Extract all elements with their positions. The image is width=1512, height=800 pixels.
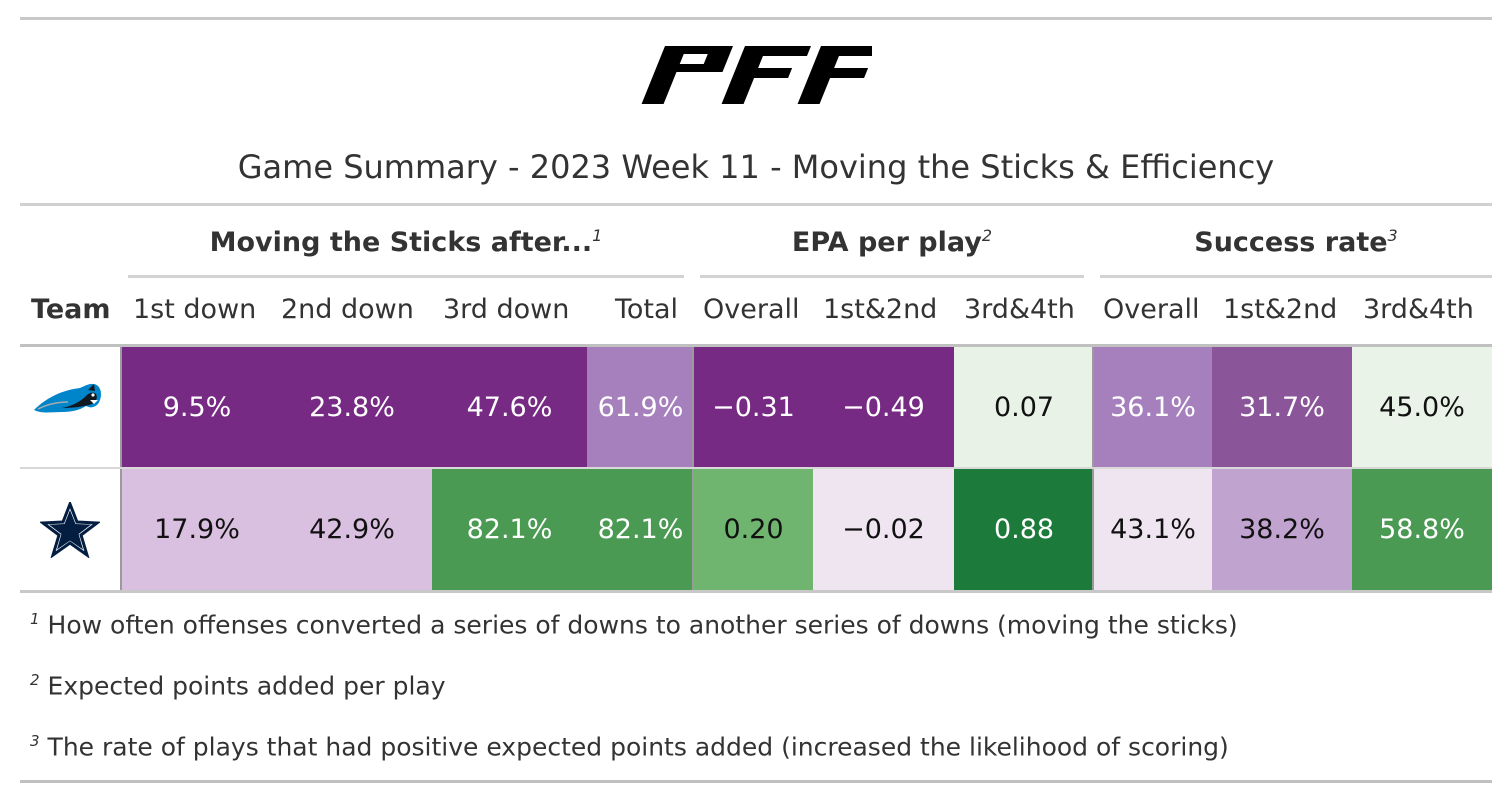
spanner-label: EPA per play [791,227,982,258]
header-rule [20,344,1492,347]
table-cell: −0.02 [813,469,954,590]
footnote-text: The rate of plays that had positive expe… [47,732,1229,762]
table-cell: 17.9% [122,469,272,590]
footnote-mark: 2 [30,671,40,689]
table-cell: 43.1% [1094,469,1212,590]
footnote-mark: 2 [981,226,993,245]
table-cell: 61.9% [587,347,694,467]
panthers-logo-icon [34,383,101,413]
footnote-text: How often offenses converted a series of… [47,610,1238,640]
column-header-team: Team [31,294,111,325]
footnote-1: 1 How often offenses converted a series o… [30,610,1238,639]
title-rule [20,203,1492,206]
column-header: 1st down [133,294,257,325]
footnote-mark: 3 [1387,226,1398,245]
table-cell: 36.1% [1094,347,1212,467]
row-divider-left [120,347,122,591]
table-cell: 0.88 [954,469,1094,590]
row-rule [20,467,1492,469]
column-header: 3rd&4th [964,294,1075,325]
column-header: 1st&2nd [823,294,938,325]
table-cell: 82.1% [587,469,694,590]
table-cell: 47.6% [432,347,587,467]
body-bottom-rule [20,590,1492,593]
table-cell: 0.20 [694,469,813,590]
table-cell: 58.8% [1352,469,1492,590]
footnote-mark: 3 [30,732,40,750]
bottom-rule [20,780,1492,783]
spanner-label: Moving the Sticks after... [209,227,593,258]
group-divider [692,347,694,591]
table-cell: 82.1% [432,469,587,590]
column-header: 3rd down [443,294,570,325]
spanner-underline [1100,275,1492,278]
table-cell: −0.49 [813,347,954,467]
column-header: Total [615,294,679,325]
cowboys-star-icon [40,502,100,558]
footnote-mark: 1 [30,610,40,628]
table-title: Game Summary - 2023 Week 11 - Moving the… [237,148,1275,186]
spanner-underline [128,275,684,278]
top-rule [20,17,1492,20]
column-header: 2nd down [281,294,414,325]
column-header: 3rd&4th [1363,294,1474,325]
spanner-underline [700,275,1084,278]
spanner-epa: EPA per play2 [700,226,1084,258]
spanner-moving-sticks: Moving the Sticks after...1 [128,226,684,258]
table-cell: 38.2% [1212,469,1352,590]
table-cell: 45.0% [1352,347,1492,467]
table-cell: 9.5% [122,347,272,467]
footnote-text: Expected points added per play [47,671,446,701]
table-cell: −0.31 [694,347,813,467]
table-cell: 0.07 [954,347,1094,467]
group-divider [1092,347,1094,591]
footnote-2: 2 Expected points added per play [30,671,446,700]
column-header: Overall [1103,294,1200,325]
table-cell: 42.9% [272,469,432,590]
spanner-label: Success rate [1194,227,1388,258]
column-header: Overall [703,294,800,325]
column-header: 1st&2nd [1223,294,1338,325]
footnote-3: 3 The rate of plays that had positive exp… [30,732,1229,761]
pff-logo [641,46,872,104]
spanner-success-rate: Success rate3 [1100,226,1492,258]
table-cell: 23.8% [272,347,432,467]
footnote-mark: 1 [592,226,603,245]
table-cell: 31.7% [1212,347,1352,467]
